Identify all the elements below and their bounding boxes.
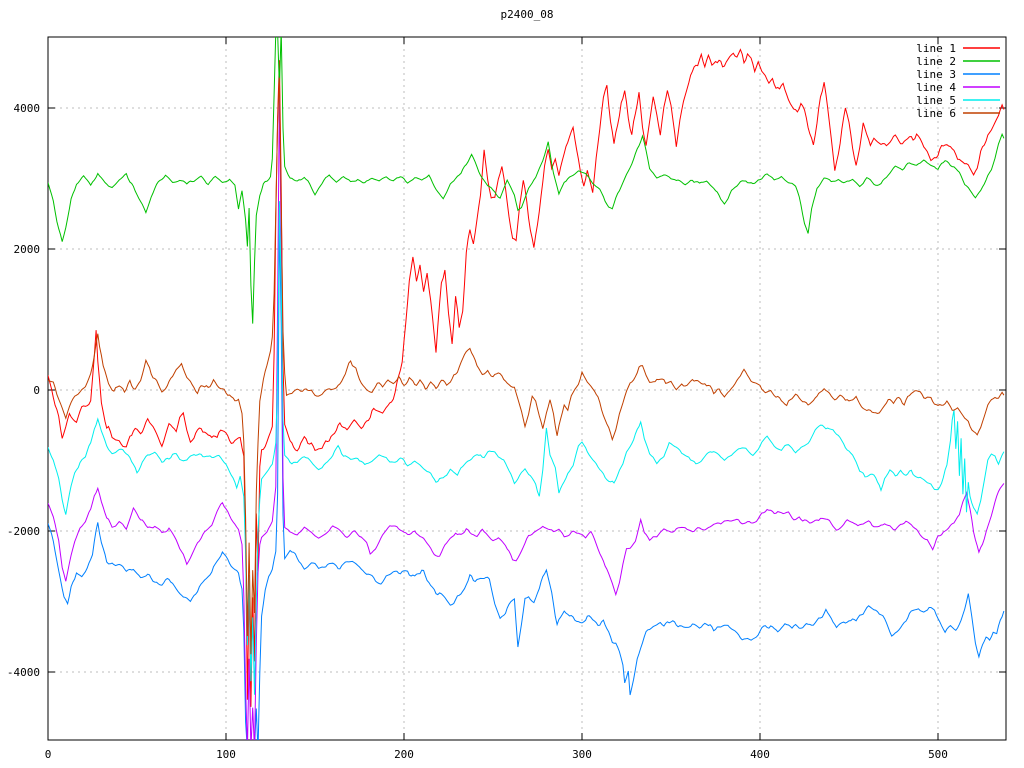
legend-label-line-4: line 4 [916,81,956,94]
legend-label-line-3: line 3 [916,68,956,81]
y-tick-label: 2000 [14,243,41,256]
x-tick-label: 400 [750,748,770,761]
y-tick-label: 4000 [14,102,41,115]
legend-label-line-5: line 5 [916,94,956,107]
plot-border [47,36,1007,741]
chart-title: p2400_08 [500,8,554,21]
y-tick-label: -2000 [7,525,40,538]
x-tick-label: 100 [216,748,236,761]
y-tick-label: -4000 [7,666,40,679]
legend-label-line-2: line 2 [916,55,956,68]
legend-label-line-1: line 1 [916,42,956,55]
legend-label-line-6: line 6 [916,107,956,120]
series-line-2-path [48,37,1005,324]
x-tick-label: 300 [572,748,592,761]
series-line-1-path [48,48,1005,707]
series-line-5-path [48,201,1005,695]
series-line-3-path [48,218,1005,740]
x-tick-label: 0 [45,748,52,761]
x-tick-label: 200 [394,748,414,761]
series-line-4-path [48,91,1005,740]
y-tick-label: 0 [33,384,40,397]
x-tick-label: 500 [928,748,948,761]
series-line-6-path [48,77,1005,655]
